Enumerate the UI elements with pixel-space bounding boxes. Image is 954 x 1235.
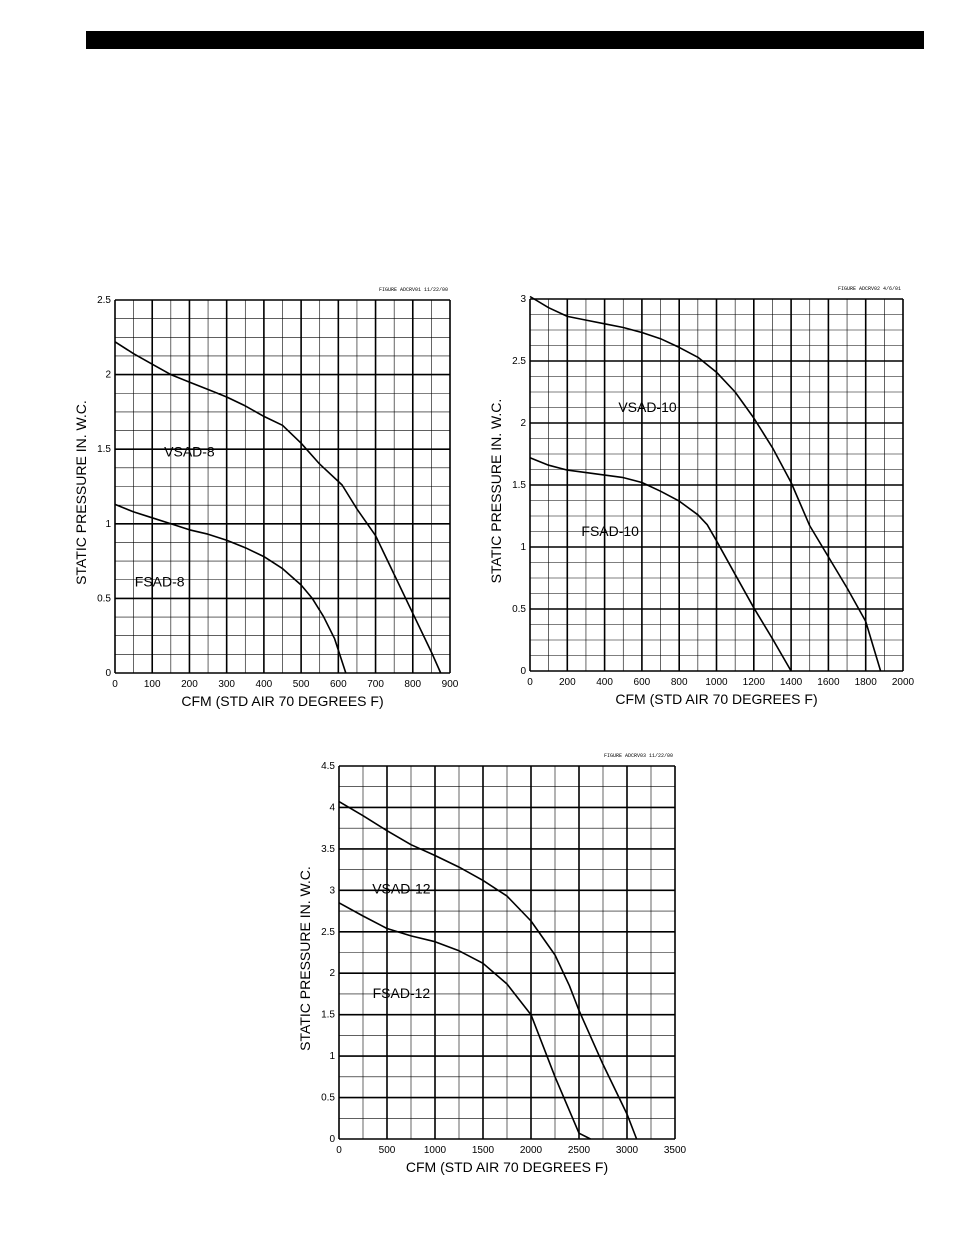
chart-1: 0 100 200 300 400 500 600 700 800 900 0 0.5 1 1.5 2 2.5… xyxy=(73,287,459,709)
chart-3: 0 500 1000 1500 2000 2500 3000 3500 0 0.5 1 1.5 2 2.5… xyxy=(297,753,687,1175)
y-tick-label: 2.5 xyxy=(321,927,335,938)
x-axis-label: CFM (STD AIR 70 DEGREES F) xyxy=(615,691,817,707)
y-tick-label: 3 xyxy=(520,294,526,305)
y-axis-label: STATIC PRESSURE IN. W.C. xyxy=(488,399,504,584)
y-tick-label: 1.5 xyxy=(321,1010,335,1021)
y-tick-label: 3 xyxy=(329,885,335,896)
y-tick-label: 2.5 xyxy=(512,356,526,367)
x-tick-label: 3000 xyxy=(616,1145,639,1156)
y-tick-label: 1.5 xyxy=(97,444,111,455)
y-tick-label: 1.5 xyxy=(512,480,526,491)
y-tick-label: 2.5 xyxy=(97,295,111,306)
x-axis-label: CFM (STD AIR 70 DEGREES F) xyxy=(181,693,383,709)
series-label-fsad-8: FSAD-8 xyxy=(135,573,185,589)
y-tick-label: 4.5 xyxy=(321,761,335,772)
y-tick-label: 0.5 xyxy=(97,593,111,604)
x-tick-label: 400 xyxy=(596,677,613,688)
series-label-vsad-12: VSAD-12 xyxy=(372,881,431,897)
x-tick-label: 2000 xyxy=(892,677,915,688)
x-tick-label: 1000 xyxy=(705,677,728,688)
x-tick-label: 1800 xyxy=(855,677,878,688)
y-tick-label: 4 xyxy=(329,802,335,813)
x-tick-label: 900 xyxy=(442,679,459,690)
x-tick-label: 0 xyxy=(112,679,118,690)
y-tick-label: 1 xyxy=(520,542,526,553)
header-bar xyxy=(86,31,924,49)
minor-grid xyxy=(338,765,676,1140)
x-tick-label: 1000 xyxy=(424,1145,447,1156)
x-tick-label: 200 xyxy=(559,677,576,688)
y-tick-label: 0.5 xyxy=(512,604,526,615)
figure-note: FIGURE ADCRV03 11/22/00 xyxy=(604,753,673,759)
x-tick-label: 1600 xyxy=(817,677,840,688)
y-tick-label: 2 xyxy=(329,968,335,979)
series-label-fsad-10: FSAD-10 xyxy=(581,523,639,539)
x-tick-label: 700 xyxy=(367,679,384,690)
x-tick-label: 500 xyxy=(379,1145,396,1156)
x-tick-label: 400 xyxy=(256,679,273,690)
y-tick-label: 0.5 xyxy=(321,1093,335,1104)
major-grid xyxy=(114,299,451,674)
series-line-vsad-8 xyxy=(114,341,442,674)
x-tick-label: 1400 xyxy=(780,677,803,688)
y-axis-label: STATIC PRESSURE IN. W.C. xyxy=(73,400,89,585)
y-tick-label: 0 xyxy=(329,1134,335,1145)
y-tick-label: 0 xyxy=(520,666,526,677)
x-tick-label: 800 xyxy=(404,679,421,690)
series-line-vsad-12 xyxy=(338,800,638,1140)
x-tick-label: 100 xyxy=(144,679,161,690)
x-tick-label: 600 xyxy=(330,679,347,690)
x-tick-label: 300 xyxy=(218,679,235,690)
y-tick-label: 1 xyxy=(329,1051,335,1062)
x-tick-label: 0 xyxy=(527,677,533,688)
y-tick-label: 0 xyxy=(105,668,111,679)
x-tick-label: 2000 xyxy=(520,1145,543,1156)
y-tick-label: 2 xyxy=(105,370,111,381)
x-tick-label: 500 xyxy=(293,679,310,690)
figure-note: FIGURE ADCRV01 11/22/00 xyxy=(379,287,448,293)
series-line-fsad-8 xyxy=(114,503,347,674)
x-tick-label: 3500 xyxy=(664,1145,687,1156)
x-axis-label: CFM (STD AIR 70 DEGREES F) xyxy=(406,1159,608,1175)
x-tick-label: 0 xyxy=(336,1145,342,1156)
y-axis-label: STATIC PRESSURE IN. W.C. xyxy=(297,866,313,1051)
chart-2: 0 200 400 600 800 1000 1200 1400 1600 1800 2000 0 0.… xyxy=(488,286,915,707)
x-tick-label: 600 xyxy=(634,677,651,688)
x-tick-label: 1200 xyxy=(743,677,766,688)
figure-note: FIGURE ADCRV02 4/6/01 xyxy=(838,286,901,292)
x-tick-label: 2500 xyxy=(568,1145,591,1156)
y-tick-label: 2 xyxy=(520,418,526,429)
series-line-fsad-10 xyxy=(529,456,792,672)
minor-grid xyxy=(114,299,451,674)
x-tick-label: 1500 xyxy=(472,1145,495,1156)
x-tick-label: 800 xyxy=(671,677,688,688)
series-label-vsad-8: VSAD-8 xyxy=(164,444,215,460)
series-label-vsad-10: VSAD-10 xyxy=(618,399,677,415)
series-line-fsad-12 xyxy=(338,902,591,1140)
y-tick-label: 1 xyxy=(105,519,111,530)
y-tick-label: 3.5 xyxy=(321,844,335,855)
series-line-vsad-10 xyxy=(529,295,882,672)
x-tick-label: 200 xyxy=(181,679,198,690)
major-grid xyxy=(529,298,904,672)
series-label-fsad-12: FSAD-12 xyxy=(373,985,431,1001)
